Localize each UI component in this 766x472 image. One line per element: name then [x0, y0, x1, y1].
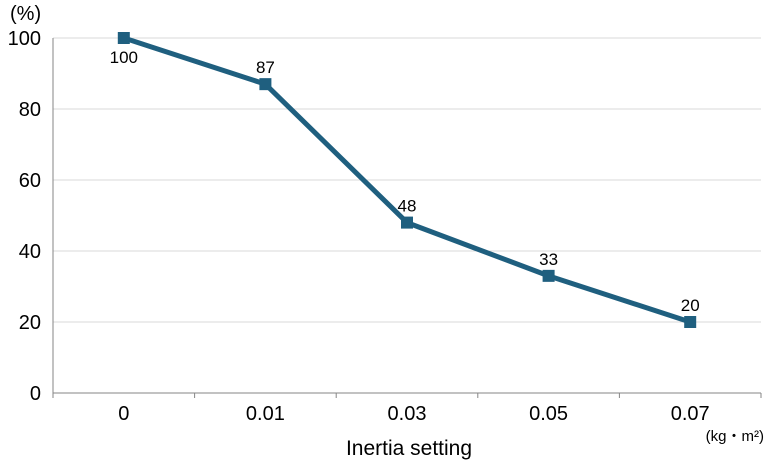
y-unit-label: (%) — [10, 3, 41, 25]
data-point-marker — [259, 78, 272, 91]
grid-layer — [53, 37, 761, 323]
data-label: 48 — [398, 197, 417, 216]
data-point-marker — [401, 216, 413, 229]
y-tick-label: 40 — [19, 241, 41, 263]
y-tick-label: 0 — [30, 383, 41, 405]
y-tick-label: 20 — [19, 312, 41, 334]
x-tick-label: 0.03 — [388, 403, 427, 425]
axis-layer: (%) Inertia setting (kg・m²) 0 20 40 60 80 100… — [8, 3, 764, 460]
y-tick-label: 60 — [19, 170, 41, 192]
data-label: 100 — [110, 48, 138, 67]
x-unit-label: (kg・m²) — [706, 428, 764, 445]
data-point-marker — [684, 316, 697, 328]
y-tick-label: 100 — [8, 28, 41, 50]
data-point-marker — [542, 269, 555, 282]
data-point-marker — [117, 32, 130, 44]
label-layer: 100 87 48 33 20 — [110, 48, 700, 315]
x-tick-label: 0.05 — [529, 403, 568, 425]
x-tick-label: 0 — [118, 403, 129, 425]
x-tick-label: 0.07 — [671, 403, 710, 425]
data-label: 87 — [256, 58, 275, 77]
series-layer — [117, 32, 697, 328]
data-label: 33 — [539, 250, 558, 269]
y-tick-label: 80 — [19, 99, 41, 121]
x-axis-title: Inertia setting — [346, 437, 472, 460]
x-tick-label: 0.01 — [246, 403, 285, 425]
data-label: 20 — [681, 296, 700, 315]
